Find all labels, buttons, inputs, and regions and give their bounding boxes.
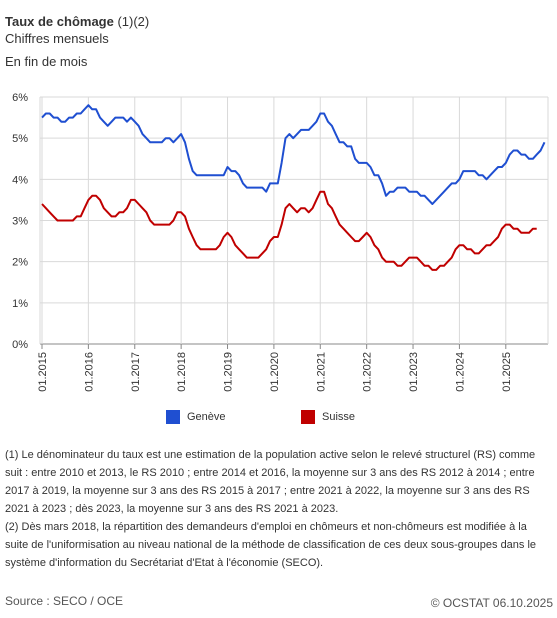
chart-note: En fin de mois xyxy=(5,54,88,69)
legend-label-geneve: Genève xyxy=(187,411,226,423)
grid-lines xyxy=(39,96,549,349)
x-tick-label: 01.2025 xyxy=(501,352,513,392)
footnotes: (1) Le dénominateur du taux est une esti… xyxy=(5,446,553,572)
source-text: Source : SECO / OCE xyxy=(5,594,124,608)
chart-title: Taux de chômage (1)(2) xyxy=(5,14,149,29)
legend-swatch-geneve xyxy=(166,410,180,424)
y-tick-label: 3% xyxy=(12,216,28,228)
x-tick-label: 01.2015 xyxy=(37,352,49,392)
legend-item-geneve[interactable]: Genève xyxy=(166,410,226,424)
y-tick-label: 4% xyxy=(12,174,28,186)
footnote-1: (1) Le dénominateur du taux est une esti… xyxy=(5,449,536,515)
x-tick-label: 01.2023 xyxy=(408,352,420,392)
y-tick-label: 2% xyxy=(12,257,28,269)
chart-title-suffix: (1)(2) xyxy=(117,14,150,29)
y-tick-label: 0% xyxy=(12,339,28,351)
legend-label-suisse: Suisse xyxy=(322,411,356,423)
x-tick-label: 01.2020 xyxy=(269,352,281,392)
x-tick-label: 01.2018 xyxy=(176,352,188,392)
chart-subtitle: Chiffres mensuels xyxy=(5,31,109,46)
y-axis-ticks: 0% 1% 2% 3% 4% 5% 6% xyxy=(12,92,28,351)
chart-title-main: Taux de chômage xyxy=(5,14,114,29)
line-chart: 0%1%2%3%4%5%6% 01.2015 01.2016 01.2017 01.2… xyxy=(12,92,549,392)
y-tick-label: 6% xyxy=(12,92,28,104)
series-lines xyxy=(41,104,546,271)
x-tick-label: 01.2017 xyxy=(130,352,142,392)
legend-swatch-suisse xyxy=(301,410,315,424)
x-axis-ticks: 01.2015 01.2016 01.2017 01.2018 01.2019 01.20… xyxy=(37,352,513,392)
copyright-text: © OCSTAT 06.10.2025 xyxy=(430,596,553,610)
y-tick-label: 5% xyxy=(12,133,28,145)
series-line-geneve xyxy=(41,104,546,205)
series-line-suisse xyxy=(41,190,537,271)
x-tick-label: 01.2019 xyxy=(223,352,235,392)
x-tick-label: 01.2021 xyxy=(315,352,327,392)
legend-item-suisse[interactable]: Suisse xyxy=(301,410,355,424)
x-tick-label: 01.2016 xyxy=(83,352,95,392)
footnote-2: (2) Dès mars 2018, la répartition des de… xyxy=(5,521,537,569)
x-tick-label: 01.2022 xyxy=(362,352,374,392)
x-tick-label: 01.2024 xyxy=(454,352,466,392)
y-tick-label: 1% xyxy=(12,298,28,310)
